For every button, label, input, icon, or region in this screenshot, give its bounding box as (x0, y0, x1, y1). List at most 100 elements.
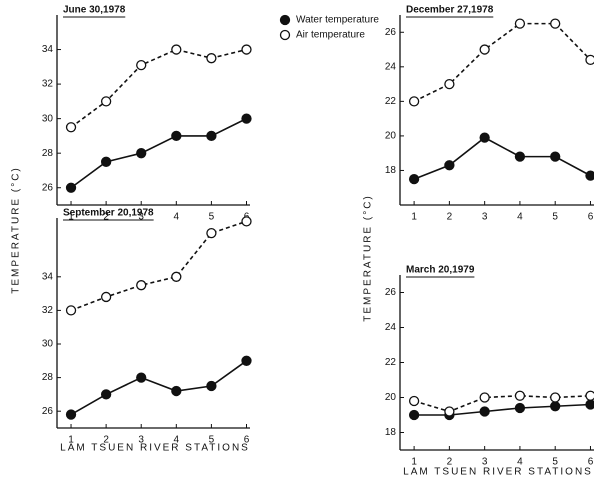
series-line (70, 220, 247, 312)
series-line (70, 48, 247, 128)
y-tick-label: 34 (42, 271, 54, 282)
data-point (241, 355, 252, 366)
y-tick-label: 30 (42, 113, 54, 124)
data-point (136, 280, 147, 291)
data-point (479, 132, 490, 143)
x-tick-label: 4 (517, 212, 523, 223)
data-point (479, 392, 490, 403)
x-tick-label: 6 (588, 457, 594, 468)
data-point (136, 372, 147, 383)
data-point (171, 44, 182, 55)
x-tick-label: 5 (552, 457, 558, 468)
data-point (585, 54, 594, 66)
data-point (444, 406, 455, 417)
x-tick-label: 1 (68, 212, 74, 223)
data-point (65, 182, 77, 193)
series-line (413, 22, 592, 103)
data-point (65, 305, 77, 316)
panel-title: September 20,1978 (63, 208, 154, 219)
series-line (413, 394, 591, 413)
panel-title: June 30,1978 (63, 5, 126, 16)
data-point (550, 392, 561, 403)
data-point (136, 59, 147, 71)
y-tick-label: 26 (385, 287, 397, 298)
data-point (171, 130, 182, 142)
y-tick-label: 32 (42, 305, 54, 316)
y-tick-label: 24 (385, 322, 397, 333)
series-line (70, 117, 247, 189)
y-tick-label: 28 (42, 148, 54, 159)
x-tick-label: 4 (517, 457, 523, 468)
data-point (171, 271, 182, 282)
data-point (408, 96, 420, 107)
legend-marker (279, 29, 291, 41)
series-line (414, 403, 591, 416)
data-point (444, 78, 455, 90)
x-axis-label: LAM TSUEN RIVER STATIONS (403, 467, 593, 478)
x-tick-label: 3 (482, 212, 488, 223)
data-point (550, 151, 561, 162)
data-point (514, 402, 526, 414)
y-tick-label: 34 (42, 44, 54, 55)
y-tick-label: 20 (385, 392, 397, 403)
x-tick-label: 1 (411, 457, 417, 468)
x-axis-label: LAM TSUEN RIVER STATIONS (60, 443, 250, 454)
x-tick-label: 3 (482, 457, 488, 468)
x-tick-label: 6 (244, 435, 250, 446)
data-point (514, 151, 526, 162)
y-tick-label: 18 (385, 427, 397, 438)
y-axis-label: TEMPERATURE (°C) (363, 194, 374, 321)
data-point (100, 389, 112, 400)
data-point (444, 160, 455, 171)
series-line (413, 136, 591, 180)
data-point (65, 409, 77, 420)
data-point (479, 406, 490, 417)
x-tick-label: 3 (138, 212, 144, 223)
data-point (408, 395, 420, 407)
series-line (70, 360, 247, 416)
legend-label: Water temperature (296, 15, 379, 26)
y-tick-label: 26 (42, 406, 54, 417)
data-point (206, 53, 217, 64)
y-tick-label: 28 (42, 372, 54, 383)
data-point (206, 380, 217, 392)
legend-marker (279, 14, 291, 26)
data-point (241, 216, 252, 227)
x-tick-label: 4 (174, 212, 180, 223)
panel-title: December 27,1978 (406, 5, 494, 16)
data-point (585, 399, 594, 410)
y-tick-label: 22 (385, 357, 397, 368)
data-point (408, 409, 420, 421)
data-point (100, 291, 112, 303)
y-tick-label: 20 (385, 131, 397, 142)
data-point (65, 122, 77, 133)
y-tick-label: 22 (385, 96, 397, 107)
x-tick-label: 5 (552, 212, 558, 223)
y-tick-label: 32 (42, 79, 54, 90)
x-tick-label: 5 (209, 212, 215, 223)
x-tick-label: 6 (588, 212, 594, 223)
data-point (136, 148, 147, 159)
data-point (206, 130, 217, 142)
data-point (241, 113, 252, 124)
x-tick-label: 2 (447, 212, 453, 223)
legend-label: Air temperature (296, 30, 365, 41)
data-point (479, 44, 490, 55)
data-point (206, 227, 217, 239)
x-tick-label: 2 (447, 457, 453, 468)
x-tick-label: 4 (174, 435, 180, 446)
panel-title: March 20,1979 (406, 265, 475, 276)
data-point (514, 18, 526, 29)
y-tick-label: 26 (42, 182, 54, 193)
y-axis-label: TEMPERATURE (°C) (11, 166, 22, 293)
data-point (100, 96, 112, 107)
data-point (585, 170, 594, 181)
data-point (241, 44, 252, 55)
y-tick-label: 18 (385, 165, 397, 176)
x-tick-label: 2 (103, 435, 109, 446)
x-tick-label: 5 (209, 435, 215, 446)
data-point (550, 401, 561, 412)
x-tick-label: 1 (68, 435, 74, 446)
data-point (408, 173, 420, 185)
